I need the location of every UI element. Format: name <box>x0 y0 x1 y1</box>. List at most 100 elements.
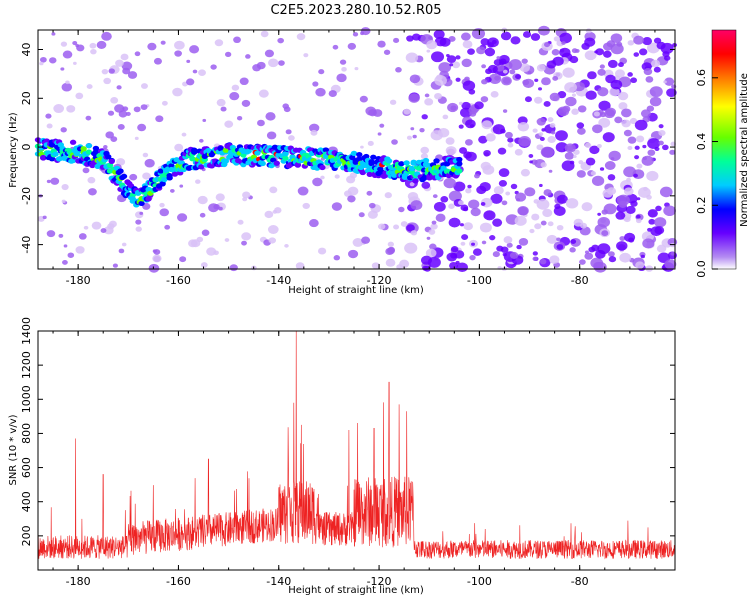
heatmap-cell-336 <box>534 223 542 230</box>
heatmap-cell-715 <box>237 219 244 225</box>
heatmap-cell-181 <box>75 246 85 254</box>
heatmap-cell-831 <box>51 32 56 36</box>
heatmap-cell-1609 <box>456 161 463 167</box>
heatmap-cell-1461 <box>368 160 375 167</box>
heatmap-cell-411 <box>518 237 529 246</box>
heatmap-cell-123 <box>571 93 576 97</box>
heatmap-cell-698 <box>453 181 466 192</box>
heatmap-cell-357 <box>638 48 648 56</box>
heatmap-cell-136 <box>630 77 638 84</box>
heatmap-cell-118 <box>343 190 352 197</box>
heatmap-cell-156 <box>577 105 587 113</box>
heatmap-cell-105 <box>312 177 323 187</box>
heatmap-y-tick-label-1: -20 <box>20 187 33 205</box>
heatmap-cell-504 <box>608 150 621 162</box>
heatmap-cell-384 <box>391 139 398 145</box>
heatmap-cell-149 <box>61 82 73 92</box>
heatmap-cell-287 <box>627 40 635 46</box>
heatmap-cell-207 <box>309 219 319 228</box>
heatmap-cell-3 <box>540 220 547 226</box>
heatmap-cell-554 <box>480 202 486 206</box>
heatmap-cell-674 <box>405 52 419 63</box>
heatmap-cell-484 <box>507 142 514 148</box>
heatmap-cell-304 <box>500 246 509 253</box>
heatmap-cell-646 <box>421 181 431 189</box>
heatmap-cell-756 <box>462 40 473 49</box>
heatmap-cell-378 <box>656 244 667 253</box>
heatmap-cell-826 <box>368 109 377 117</box>
heatmap-panel: -180 -160 -140 -120 -100 -80 -40 -20 0 20 40 Heig… <box>8 25 678 296</box>
heatmap-cell-817 <box>179 256 187 263</box>
heatmap-cell-860 <box>446 55 457 64</box>
heatmap-cell-211 <box>220 106 227 112</box>
heatmap-cell-1031 <box>117 168 124 174</box>
heatmap-cell-311 <box>116 85 122 90</box>
heatmap-cell-604 <box>653 66 661 73</box>
heatmap-cell-818 <box>635 261 645 269</box>
heatmap-cell-742 <box>264 49 274 58</box>
heatmap-cell-477 <box>663 205 676 217</box>
heatmap-cell-812 <box>105 131 114 139</box>
heatmap-cell-618 <box>269 186 278 194</box>
heatmap-cell-1273 <box>259 160 266 167</box>
heatmap-cell-741 <box>658 129 666 137</box>
heatmap-cell-409 <box>630 200 638 207</box>
heatmap-cell-853 <box>562 67 575 78</box>
heatmap-cell-814 <box>503 77 511 84</box>
heatmap-cell-773 <box>443 177 456 189</box>
heatmap-cell-516 <box>615 211 626 220</box>
heatmap-cell-518 <box>483 210 496 221</box>
heatmap-cell-823 <box>431 220 437 225</box>
heatmap-cell-544 <box>584 252 594 260</box>
heatmap-cell-597 <box>478 135 488 144</box>
heatmap-cell-492 <box>315 87 326 97</box>
heatmap-cell-358 <box>432 194 438 199</box>
heatmap-cell-370 <box>62 50 73 59</box>
heatmap-cell-684 <box>450 105 457 111</box>
heatmap-cell-291 <box>577 127 586 135</box>
heatmap-cell-531 <box>585 90 597 100</box>
heatmap-cell-498 <box>618 62 624 68</box>
snr-line-path <box>37 330 676 560</box>
heatmap-cell-709 <box>659 186 673 198</box>
heatmap-cell-885 <box>115 59 124 67</box>
heatmap-cell-653 <box>224 238 230 242</box>
heatmap-cell-859 <box>174 143 184 152</box>
heatmap-cell-223 <box>522 78 535 89</box>
heatmap-cell-430 <box>619 236 626 241</box>
heatmap-cell-914 <box>48 156 56 162</box>
heatmap-cell-1158 <box>191 147 198 153</box>
heatmap-cell-225 <box>174 50 182 57</box>
heatmap-cell-59 <box>433 29 445 40</box>
heatmap-cell-616 <box>520 168 530 177</box>
heatmap-cell-671 <box>604 109 616 119</box>
heatmap-cell-48 <box>542 208 553 218</box>
heatmap-cell-631 <box>172 87 183 97</box>
heatmap-cell-610 <box>400 221 408 227</box>
heatmap-cell-82 <box>599 167 605 171</box>
heatmap-cell-246 <box>103 226 114 235</box>
heatmap-x-tick-label-2: -140 <box>266 274 291 287</box>
heatmap-cell-391 <box>634 145 640 150</box>
heatmap-cell-819 <box>554 203 561 210</box>
heatmap-cell-66 <box>547 221 554 227</box>
heatmap-cell-238 <box>216 98 226 107</box>
heatmap-cell-108 <box>597 87 609 97</box>
heatmap-cell-1079 <box>145 186 152 192</box>
heatmap-cell-783 <box>264 210 274 219</box>
heatmap-cell-620 <box>481 64 487 69</box>
heatmap-cell-791 <box>360 145 364 149</box>
heatmap-cell-699 <box>552 56 564 66</box>
heatmap-cell-857 <box>573 218 584 227</box>
heatmap-cell-26 <box>120 53 129 61</box>
heatmap-cell-193 <box>514 148 523 156</box>
heatmap-cell-614 <box>470 207 481 217</box>
heatmap-cell-303 <box>48 57 57 64</box>
heatmap-cell-565 <box>406 135 413 140</box>
heatmap-cell-536 <box>633 52 640 57</box>
heatmap-cell-764 <box>426 49 431 53</box>
heatmap-cell-1250 <box>245 148 252 154</box>
heatmap-cell-793 <box>361 236 371 244</box>
heatmap-cell-687 <box>540 146 554 158</box>
heatmap-cell-697 <box>202 118 207 122</box>
